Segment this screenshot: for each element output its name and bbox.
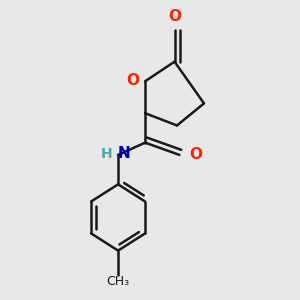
Text: O: O — [126, 73, 139, 88]
Text: H: H — [100, 147, 112, 161]
Text: O: O — [189, 147, 202, 162]
Text: CH₃: CH₃ — [106, 275, 130, 288]
Text: O: O — [168, 9, 181, 24]
Text: N: N — [118, 146, 131, 161]
